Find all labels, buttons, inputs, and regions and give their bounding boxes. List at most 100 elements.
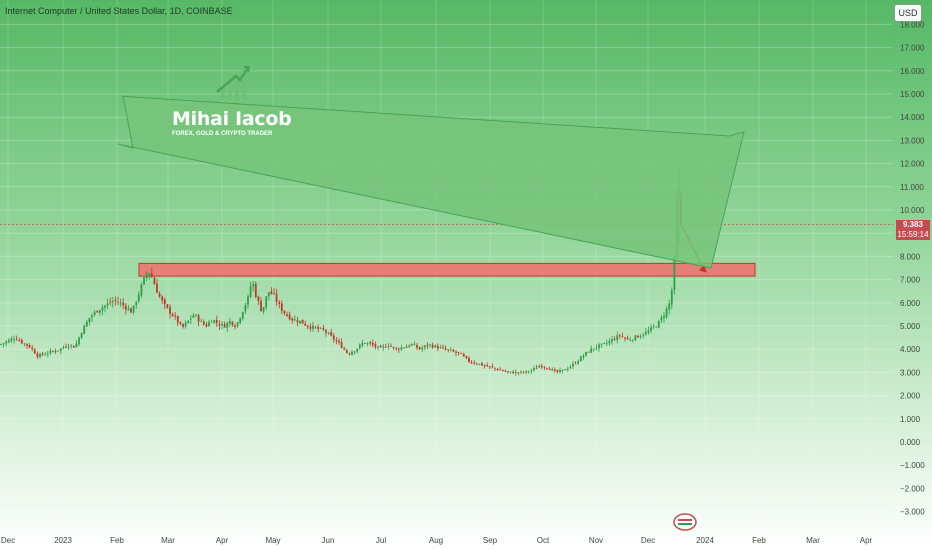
logo-tagline: FOREX, GOLD & CRYPTO TRADER	[172, 131, 273, 137]
y-tick-label: −1.000	[900, 461, 925, 470]
candle-body	[260, 301, 262, 312]
candle-body	[338, 340, 340, 343]
candle-body	[208, 322, 210, 327]
candle-body	[462, 354, 465, 357]
candle-body	[387, 346, 390, 347]
candle-body	[600, 343, 603, 345]
candle-body	[668, 303, 671, 310]
candle-body	[244, 305, 247, 312]
candle-body	[15, 339, 18, 341]
candle-body	[504, 370, 507, 372]
y-tick-label: 15.000	[900, 90, 925, 99]
candle-body	[5, 341, 8, 344]
candle-body	[13, 339, 15, 341]
candle-body	[130, 308, 132, 313]
candle-body	[384, 346, 387, 348]
candle-body	[572, 363, 574, 367]
logo-name: Mihai Iacob	[172, 108, 292, 130]
candle-body	[7, 340, 10, 343]
candle-body	[457, 352, 460, 353]
candle-body	[364, 343, 366, 345]
candle-body	[603, 343, 606, 344]
y-tick-label: 16.000	[900, 67, 925, 76]
candle-body	[439, 347, 442, 349]
candle-body	[426, 344, 429, 346]
candle-body	[598, 344, 600, 349]
y-tick-label: 6.000	[900, 299, 921, 308]
candle-body	[330, 332, 333, 336]
candle-body	[358, 344, 361, 348]
candle-body	[0, 344, 2, 345]
candle-body	[410, 344, 413, 346]
current-price: 9.383	[902, 220, 924, 229]
candle-body	[429, 344, 431, 346]
candle-body	[293, 319, 296, 321]
candle-body	[317, 326, 320, 329]
candle-body	[70, 345, 73, 346]
y-tick-label: 18.000	[900, 20, 925, 29]
resistance-zone-rect	[138, 262, 756, 277]
y-tick-label: 10.000	[900, 206, 925, 215]
candle-body	[475, 363, 478, 365]
candle-body	[299, 320, 301, 324]
candle-body	[67, 346, 70, 348]
y-tick-label: 2.000	[900, 392, 921, 401]
candle-body	[382, 346, 385, 348]
candle-body	[460, 353, 463, 355]
candle-body	[75, 343, 78, 348]
x-tick-label: 2023	[54, 536, 72, 545]
candle-body	[663, 316, 665, 318]
y-tick-label: 17.000	[900, 44, 925, 53]
candle-body	[613, 339, 616, 341]
candle-body	[10, 338, 13, 341]
candle-body	[561, 369, 564, 371]
y-tick-label: 0.000	[900, 438, 921, 447]
candle-body	[418, 347, 421, 350]
candle-body	[111, 301, 114, 303]
candle-body	[559, 370, 561, 372]
candle-body	[278, 302, 281, 305]
candle-body	[595, 347, 598, 349]
candle-body	[59, 348, 62, 351]
candle-body	[608, 340, 611, 344]
candle-body	[106, 303, 109, 306]
candle-body	[174, 315, 177, 317]
candle-body	[395, 347, 398, 349]
candle-body	[405, 346, 408, 348]
candle-body	[247, 296, 249, 305]
candle-body	[535, 368, 538, 369]
candles	[0, 165, 682, 376]
candle-body	[533, 368, 535, 370]
candle-body	[574, 363, 577, 365]
candle-body	[481, 363, 483, 366]
candle-body	[291, 318, 294, 321]
candle-body	[44, 354, 47, 356]
candle-body	[158, 293, 161, 297]
candle-body	[93, 311, 96, 315]
candle-body	[104, 305, 106, 308]
candle-body	[566, 368, 569, 370]
candle-body	[140, 284, 143, 296]
candle-body	[286, 314, 288, 316]
candle-body	[501, 370, 504, 372]
candle-body	[314, 326, 317, 328]
candle-body	[377, 346, 379, 348]
candle-body	[31, 347, 34, 350]
candle-body	[403, 347, 405, 349]
candle-body	[644, 332, 647, 335]
candle-body	[234, 325, 236, 328]
candle-body	[371, 342, 374, 345]
candle-body	[166, 304, 169, 308]
x-tick-label: 2024	[696, 536, 714, 545]
candle-body	[434, 345, 437, 348]
candle-body	[587, 351, 590, 353]
candle-body	[200, 320, 203, 322]
candle-body	[275, 293, 278, 302]
candle-body	[650, 327, 652, 331]
candle-body	[218, 324, 221, 326]
candle-body	[590, 348, 593, 353]
candle-body	[473, 362, 476, 364]
currency-button[interactable]: USD	[894, 4, 922, 22]
x-tick-label: Apr	[216, 536, 229, 545]
